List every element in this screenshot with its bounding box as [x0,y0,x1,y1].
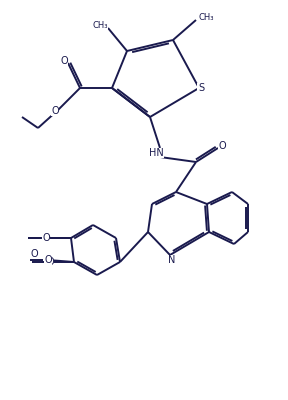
Text: O: O [42,233,50,243]
Text: O: O [60,56,68,66]
Text: O: O [30,249,38,259]
Text: CH₃: CH₃ [92,20,108,30]
Text: O: O [218,141,226,151]
Text: O: O [44,255,52,265]
Text: N: N [168,255,176,265]
Text: HN: HN [149,148,163,158]
Text: CH₃: CH₃ [198,12,214,22]
Text: O: O [42,233,50,243]
Text: O: O [51,106,59,116]
Text: S: S [198,83,204,93]
Text: O: O [46,257,54,267]
